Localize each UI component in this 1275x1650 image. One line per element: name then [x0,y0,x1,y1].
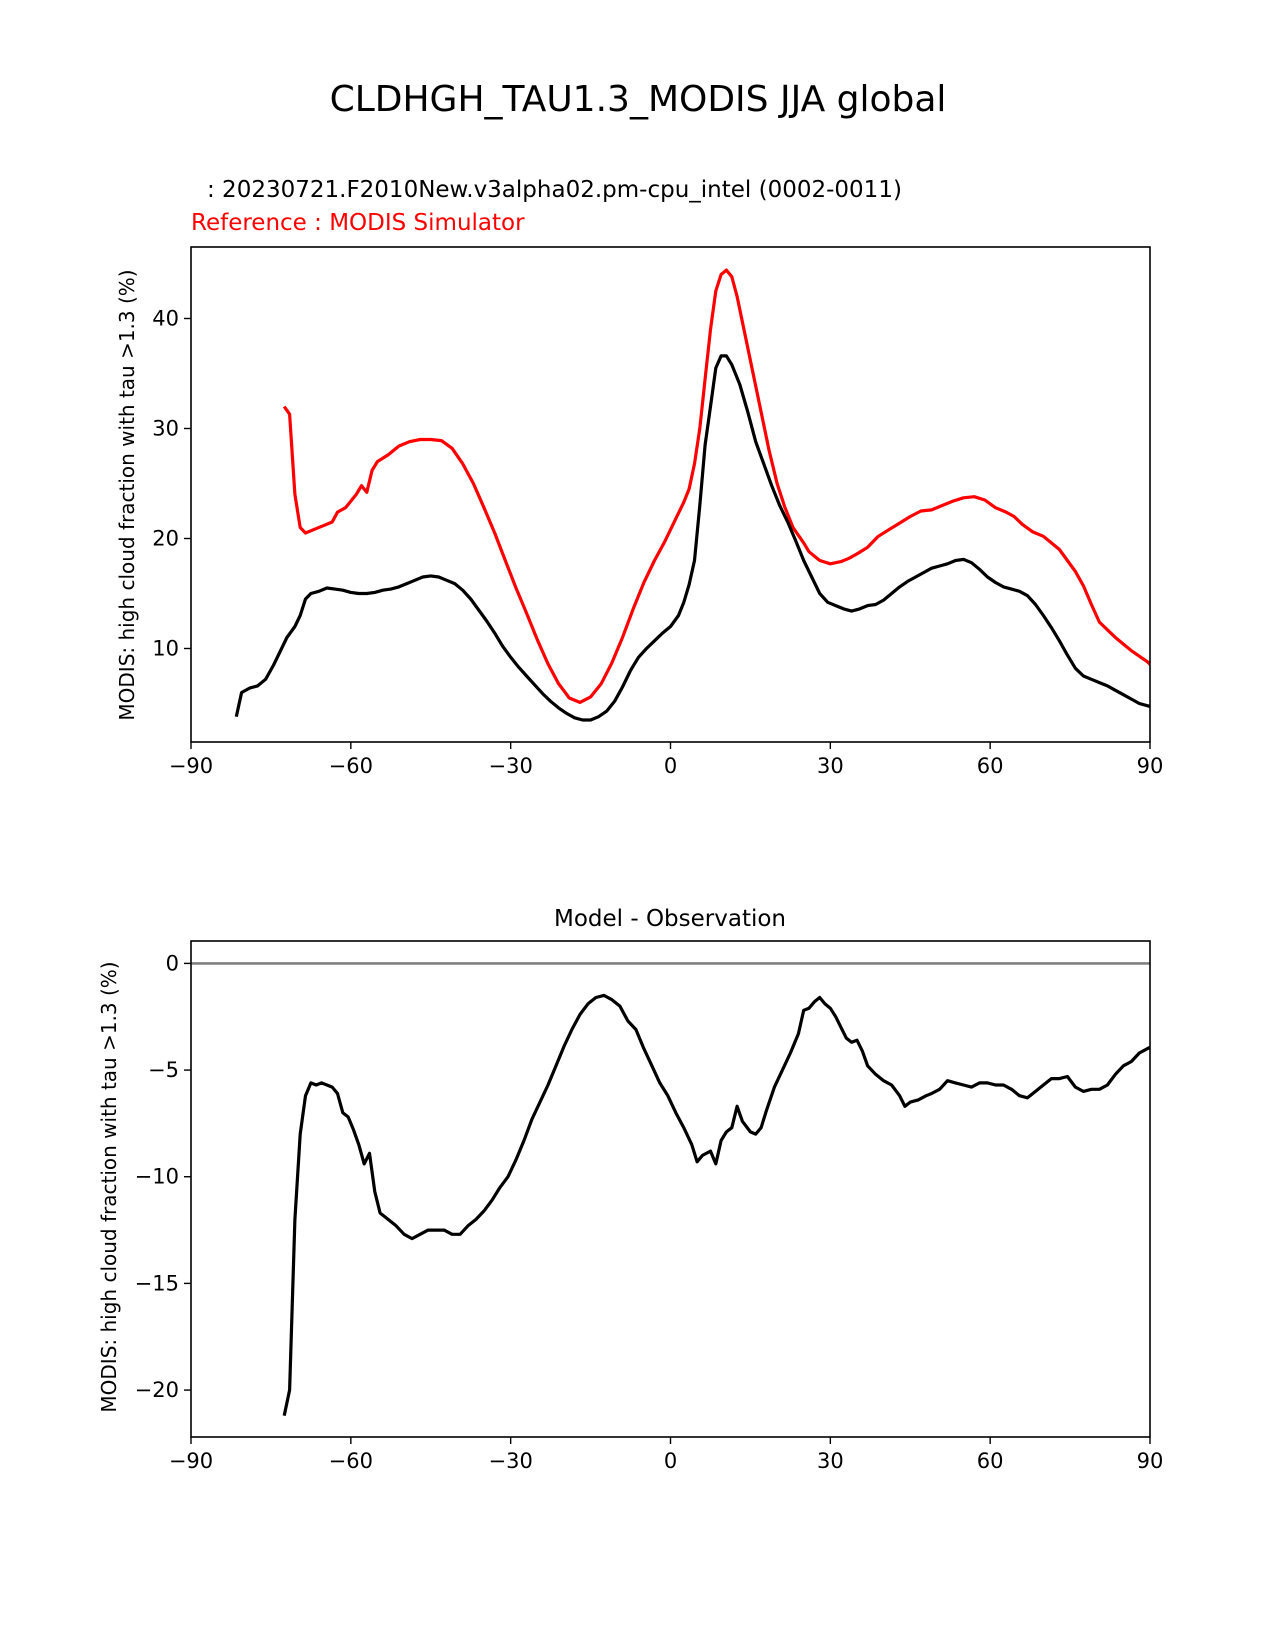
bottom-panel: Model - Observation MODIS: high cloud fr… [97,906,1164,1473]
bottom-panel-y-tick-label: 0 [166,951,179,975]
top-panel-ticks-group: −90 −60 −30 0 30 60 90 10 20 30 40 [152,307,1163,779]
top-panel-x-tick-label: 90 [1137,754,1164,778]
top-panel-y-tick-label: 40 [152,307,179,331]
top-panel-x-tick-label: 60 [977,754,1004,778]
bottom-panel-ticks-group: −90 −60 −30 0 30 60 90 0 −5 −10 −15 −20 [135,951,1164,1473]
bottom-panel-x-tick-label: 60 [977,1449,1004,1473]
bottom-panel-title: Model - Observation [554,906,786,932]
bottom-panel-y-tick-label: −15 [135,1271,179,1295]
top-panel-y-tick-label: 20 [152,527,179,551]
top-panel: : 20230721.F2010New.v3alpha02.pm-cpu_int… [115,177,1163,779]
bottom-panel-y-tick-label: −5 [148,1058,179,1082]
top-panel-reference-title: Reference : MODIS Simulator [191,210,525,236]
top-panel-x-tick-label: −90 [169,754,213,778]
top-panel-y-axis-label: MODIS: high cloud fraction with tau >1.3… [115,269,139,720]
bottom-panel-series-group [282,993,1150,1417]
top-panel-series-line-1 [234,354,1150,722]
top-panel-x-tick-label: 30 [817,754,844,778]
bottom-panel-x-tick-label: −60 [329,1449,373,1473]
top-panel-x-tick-label: −30 [489,754,533,778]
bottom-panel-x-tick-label: −30 [489,1449,533,1473]
top-panel-x-tick-label: 0 [664,754,677,778]
top-panel-test-title: : 20230721.F2010New.v3alpha02.pm-cpu_int… [207,177,902,203]
bottom-panel-axes-frame [190,940,1151,1438]
top-panel-series-group [234,268,1150,722]
top-panel-y-tick-label: 10 [152,637,179,661]
bottom-panel-x-tick-label: 90 [1137,1449,1164,1473]
top-panel-y-tick-label: 30 [152,417,179,441]
bottom-panel-x-tick-label: −90 [169,1449,213,1473]
bottom-panel-y-tick-label: −20 [135,1378,179,1402]
top-panel-x-tick-label: −60 [329,754,373,778]
figure-suptitle: CLDHGH_TAU1.3_MODIS JJA global [330,79,947,120]
top-panel-axes-frame [190,246,1151,743]
bottom-panel-x-tick-label: 0 [664,1449,677,1473]
bottom-panel-y-axis-label: MODIS: high cloud fraction with tau >1.3… [97,961,121,1412]
bottom-panel-series-line-0 [282,993,1150,1417]
bottom-panel-x-tick-label: 30 [817,1449,844,1473]
bottom-panel-y-tick-label: −10 [135,1165,179,1189]
top-panel-series-line-0 [282,268,1150,704]
